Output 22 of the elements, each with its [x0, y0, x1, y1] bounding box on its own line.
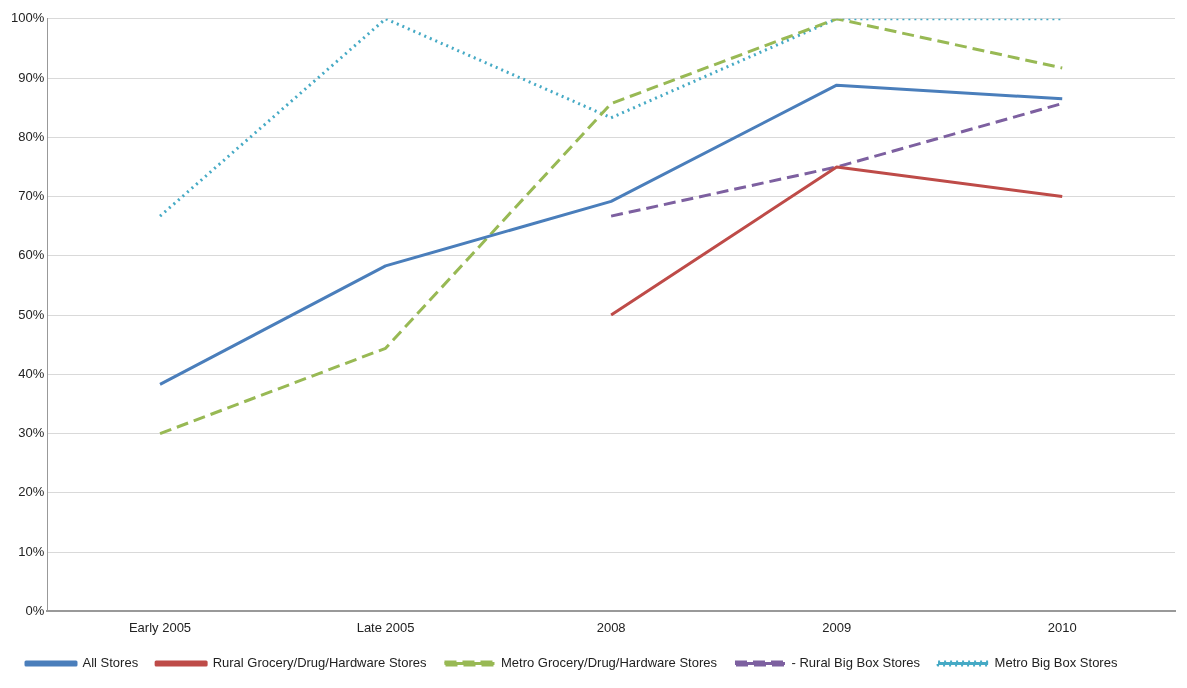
y-tick-label: 80%	[18, 128, 45, 144]
x-tick-label: 2008	[596, 619, 626, 635]
y-tick-label: 0%	[25, 602, 45, 618]
x-tick-label: Early 2005	[128, 619, 192, 635]
y-tick-label: 10%	[18, 543, 45, 559]
y-tick-label: 20%	[18, 484, 45, 500]
y-tick-label: 70%	[18, 188, 45, 204]
y-tick-label: 50%	[18, 306, 45, 322]
legend-label: All Stores	[82, 655, 139, 671]
x-tick-label: 2009	[822, 619, 852, 635]
legend-label: - Rural Big Box Stores	[791, 655, 921, 671]
y-tick-label: 90%	[18, 69, 45, 85]
y-tick-label: 100%	[11, 10, 45, 26]
y-tick-label: 60%	[18, 247, 45, 263]
y-tick-label: 40%	[18, 365, 45, 381]
y-tick-label: 30%	[18, 425, 45, 441]
x-tick-label: 2010	[1047, 619, 1077, 635]
legend-label: Rural Grocery/Drug/Hardware Stores	[212, 655, 427, 671]
legend-label: Metro Big Box Stores	[994, 655, 1118, 671]
line-series	[158, 18, 1064, 436]
x-tick-label: Late 2005	[356, 619, 415, 635]
legend-label: Metro Grocery/Drug/Hardware Stores	[500, 655, 718, 671]
